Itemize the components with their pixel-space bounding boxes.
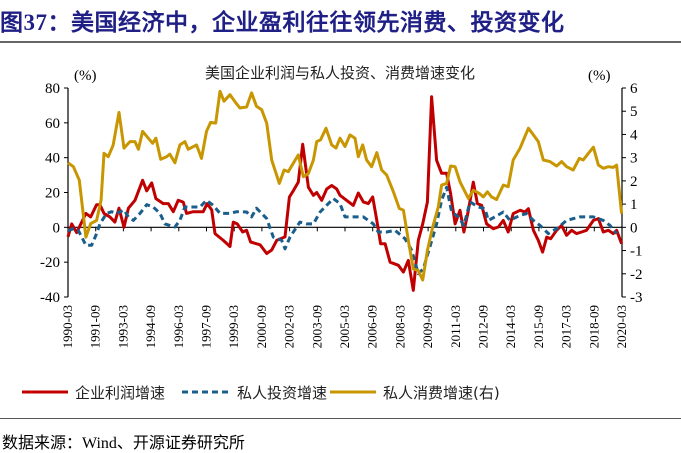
right-tick-label: 2 xyxy=(630,174,638,190)
x-tick-label: 2005-03 xyxy=(337,305,352,348)
legend-label: 企业利润增速 xyxy=(75,384,165,402)
x-tick-label: 2014-03 xyxy=(503,305,518,348)
right-tick-label: 6 xyxy=(630,81,638,97)
right-tick-label: -3 xyxy=(630,290,643,306)
legend-label: 私人消费增速(右) xyxy=(383,384,500,402)
right-tick-label: 5 xyxy=(630,104,638,120)
left-tick-label: 60 xyxy=(45,116,60,132)
legend: 企业利润增速 私人投资增速 私人消费增速(右) xyxy=(22,384,500,402)
right-tick-label: 1 xyxy=(630,197,638,213)
x-tick-label: 2006-09 xyxy=(365,305,380,348)
left-tick-label: 20 xyxy=(45,186,60,202)
x-tick-label: 1994-09 xyxy=(143,305,158,348)
legend-label: 私人投资增速 xyxy=(237,384,327,402)
series-lines xyxy=(66,89,624,292)
x-tick-label: 2020-03 xyxy=(614,305,629,348)
x-tick-label: 2011-03 xyxy=(448,305,463,348)
left-tick-label: -40 xyxy=(40,290,60,306)
chart-title: 美国企业利润与私人投资、消费增速变化 xyxy=(205,64,475,82)
x-tick-label: 2008-03 xyxy=(392,305,407,348)
series-line-consumption xyxy=(67,89,624,282)
bottom-divider xyxy=(0,418,681,419)
left-tick-label: -20 xyxy=(40,255,60,271)
title-divider xyxy=(0,41,681,43)
series-line-profit xyxy=(66,95,624,292)
x-tick-label: 2015-09 xyxy=(531,305,546,348)
x-tick-label: 2018-09 xyxy=(586,305,601,348)
left-tick-label: 80 xyxy=(45,81,60,97)
x-tick-label: 1997-09 xyxy=(199,305,214,348)
source-note: 数据来源：Wind、开源证券研究所 xyxy=(2,435,245,452)
left-axis-unit: (%) xyxy=(74,68,97,84)
right-tick-label: -1 xyxy=(630,244,643,260)
x-tick-label: 1993-03 xyxy=(115,305,130,348)
right-tick-label: 4 xyxy=(630,127,638,143)
x-tick-label: 2017-03 xyxy=(559,305,574,348)
x-tick-label: 2000-09 xyxy=(254,305,269,348)
figure-title: 图37：美国经济中，企业盈利往往领先消费、投资变化 xyxy=(0,10,565,35)
series-line-investment xyxy=(67,185,618,276)
axes: 80 60 40 20 0 -20 -40 6 5 4 3 2 1 0 -1 -2 -3 1990-03 1991-… xyxy=(40,81,643,348)
x-tick-label: 1991-09 xyxy=(88,305,103,348)
right-tick-label: 3 xyxy=(630,151,638,167)
left-tick-label: 0 xyxy=(53,220,61,236)
x-tick-label: 2002-03 xyxy=(282,305,297,348)
x-tick-label: 2003-09 xyxy=(309,305,324,348)
right-axis-unit: (%) xyxy=(588,68,611,84)
x-tick-label: 1999-03 xyxy=(226,305,241,348)
x-tick-label: 1996-03 xyxy=(171,305,186,348)
left-tick-label: 40 xyxy=(45,151,60,167)
x-tick-label: 2012-09 xyxy=(476,305,491,348)
x-tick-label: 1990-03 xyxy=(60,305,75,348)
right-tick-label: -2 xyxy=(630,267,643,283)
x-tick-label: 2009-09 xyxy=(420,305,435,348)
right-tick-label: 0 xyxy=(630,220,638,236)
